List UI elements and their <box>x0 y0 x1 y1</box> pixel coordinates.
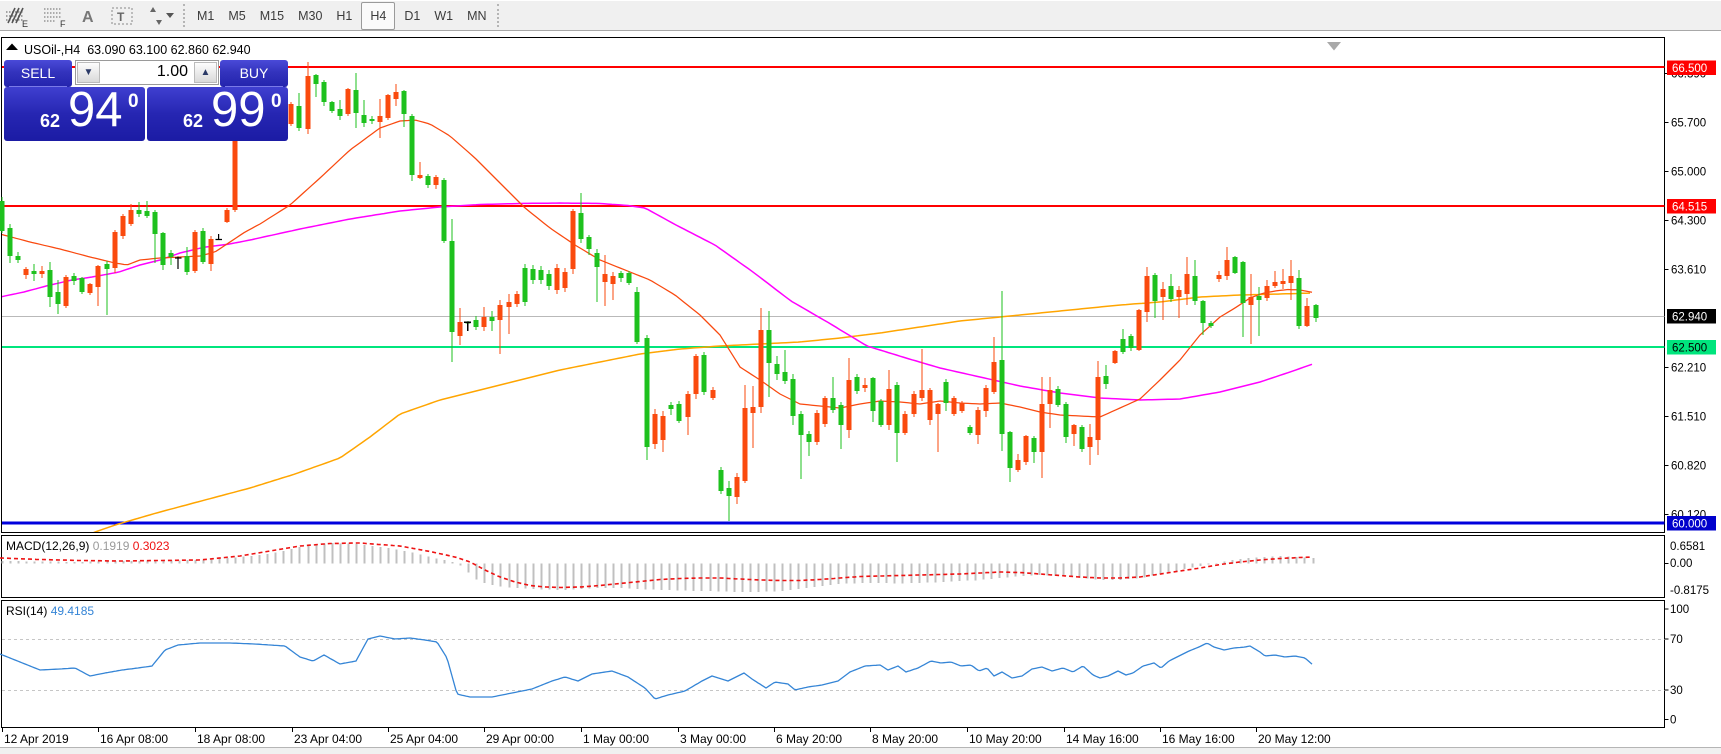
svg-text:0: 0 <box>1670 715 1676 727</box>
svg-text:66.500: 66.500 <box>1672 63 1707 75</box>
svg-text:64.300: 64.300 <box>1671 216 1706 228</box>
svg-text:62.500: 62.500 <box>1672 343 1707 355</box>
svg-text:16 May 16:00: 16 May 16:00 <box>1162 732 1235 746</box>
svg-text:65.000: 65.000 <box>1671 167 1706 179</box>
svg-text:1 May 00:00: 1 May 00:00 <box>583 732 649 746</box>
svg-text:E: E <box>22 19 28 29</box>
svg-text:10 May 20:00: 10 May 20:00 <box>969 732 1042 746</box>
svg-text:T: T <box>117 10 125 24</box>
svg-text:29 Apr 00:00: 29 Apr 00:00 <box>486 732 554 746</box>
svg-text:62.210: 62.210 <box>1671 363 1706 375</box>
svg-text:60.000: 60.000 <box>1672 519 1707 531</box>
svg-text:62.940: 62.940 <box>1672 312 1707 324</box>
svg-text:65.700: 65.700 <box>1671 118 1706 130</box>
svg-text:A: A <box>82 9 94 26</box>
svg-text:30: 30 <box>1670 685 1683 697</box>
svg-text:MACD(12,26,9) 0.1919 0.3023: MACD(12,26,9) 0.1919 0.3023 <box>6 539 170 553</box>
svg-text:RSI(14) 49.4185: RSI(14) 49.4185 <box>6 604 94 618</box>
svg-text:25 Apr 04:00: 25 Apr 04:00 <box>390 732 458 746</box>
svg-text:0.6581: 0.6581 <box>1670 541 1705 553</box>
svg-text:63.610: 63.610 <box>1671 265 1706 277</box>
svg-text:USOil-,H4 63.090 63.100 62.86: USOil-,H4 63.090 63.100 62.860 62.940 <box>24 43 251 57</box>
svg-text:12 Apr 2019: 12 Apr 2019 <box>4 732 69 746</box>
svg-text:8 May 20:00: 8 May 20:00 <box>872 732 938 746</box>
svg-text:100: 100 <box>1670 604 1689 616</box>
svg-text:20 May 12:00: 20 May 12:00 <box>1258 732 1331 746</box>
svg-text:61.510: 61.510 <box>1671 412 1706 424</box>
svg-text:6 May 20:00: 6 May 20:00 <box>776 732 842 746</box>
svg-text:23 Apr 04:00: 23 Apr 04:00 <box>294 732 362 746</box>
svg-text:-0.8175: -0.8175 <box>1670 585 1709 597</box>
svg-text:0.00: 0.00 <box>1670 558 1692 570</box>
svg-text:F: F <box>60 19 66 29</box>
svg-text:16 Apr 08:00: 16 Apr 08:00 <box>100 732 168 746</box>
svg-text:18 Apr 08:00: 18 Apr 08:00 <box>197 732 265 746</box>
svg-text:3 May 00:00: 3 May 00:00 <box>680 732 746 746</box>
svg-text:14 May 16:00: 14 May 16:00 <box>1066 732 1139 746</box>
svg-text:70: 70 <box>1670 634 1683 646</box>
svg-text:64.515: 64.515 <box>1672 202 1707 214</box>
svg-text:60.820: 60.820 <box>1671 461 1706 473</box>
